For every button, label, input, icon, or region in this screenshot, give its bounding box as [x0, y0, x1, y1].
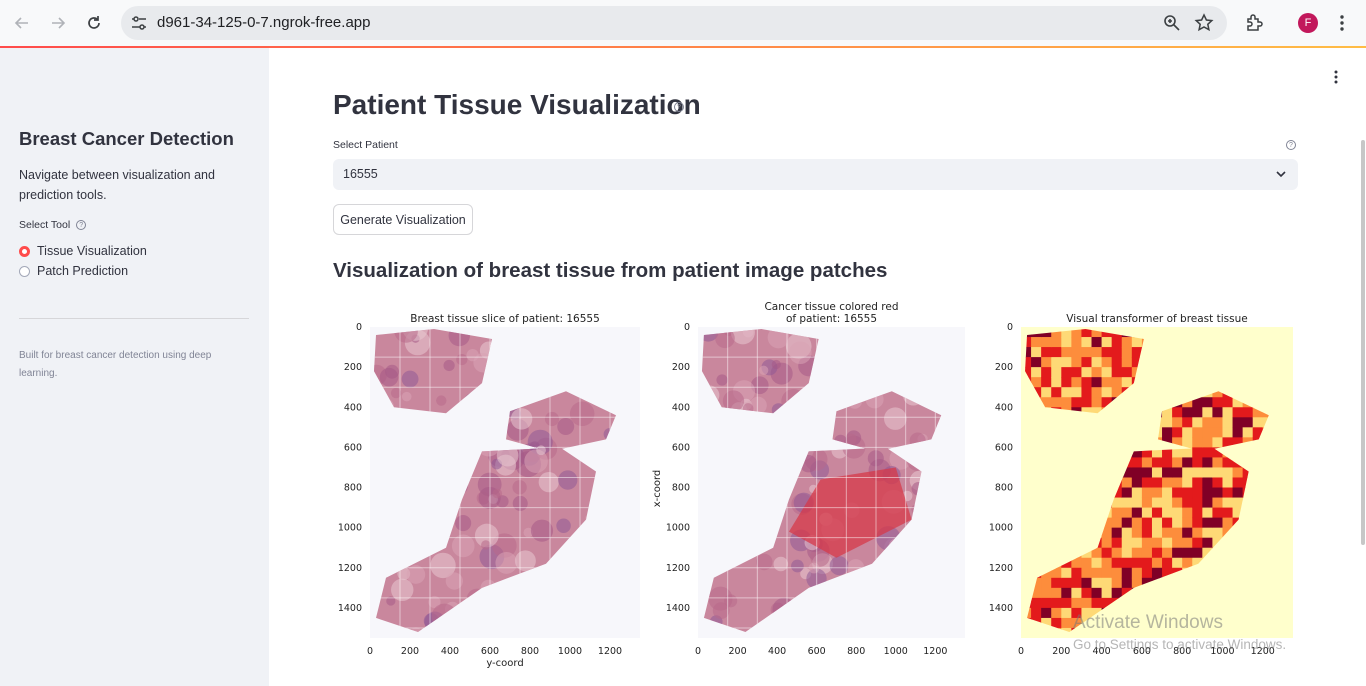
y-tick-label: 400 [995, 402, 1013, 413]
y-tick-label: 0 [1007, 322, 1013, 333]
sidebar-divider [19, 318, 249, 319]
back-icon[interactable] [10, 11, 34, 35]
x-tick-label: 200 [1052, 646, 1070, 657]
header-decoration [0, 46, 1366, 48]
x-tick-label: 600 [808, 646, 826, 657]
x-tick-label: 200 [728, 646, 746, 657]
x-tick-label: 0 [695, 646, 701, 657]
y-tick-label: 400 [672, 402, 690, 413]
y-tick-label: 1400 [666, 603, 690, 614]
sidebar-footer: Built for breast cancer detection using … [19, 350, 212, 379]
chart-title: Visual transformer of breast tissue [1066, 313, 1247, 325]
chart-title: of patient: 16555 [786, 313, 877, 325]
y-tick-label: 200 [672, 362, 690, 373]
x-tick-label: 400 [1093, 646, 1111, 657]
chart-panel-3: Visual transformer of breast tissue 0 200 4… [989, 313, 1293, 657]
app-menu-icon[interactable] [1330, 68, 1342, 86]
y-tick-label: 400 [344, 402, 362, 413]
scrollbar[interactable] [1361, 140, 1365, 545]
zoom-icon[interactable] [1162, 13, 1182, 33]
x-tick-label: 0 [1018, 646, 1024, 657]
select-tool-label-text: Select Tool [19, 219, 71, 231]
x-tick-label: 200 [401, 646, 419, 657]
title-help-icon[interactable]: ? [674, 102, 684, 112]
y-tick-label: 1200 [338, 563, 362, 574]
browser-toolbar: d961-34-125-0-7.ngrok-free.app F [0, 0, 1366, 47]
page-title: Patient Tissue Visualization [333, 89, 701, 120]
chart-panel-1: Breast tissue slice of patient: 16555 0 20… [338, 313, 640, 669]
y-tick-label: 200 [995, 362, 1013, 373]
y-tick-label: 1400 [989, 603, 1013, 614]
site-info-icon[interactable] [129, 13, 149, 33]
x-tick-label: 1000 [1210, 646, 1234, 657]
y-tick-label: 0 [356, 322, 362, 333]
y-tick-label: 800 [672, 483, 690, 494]
help-icon[interactable]: ? [76, 220, 87, 230]
radio-selected-icon[interactable] [19, 245, 30, 257]
radio-patch-prediction[interactable]: Patch Prediction [19, 264, 128, 278]
bookmark-star-icon[interactable] [1194, 13, 1214, 33]
y-tick-label: 600 [995, 442, 1013, 453]
y-tick-label: 1400 [338, 603, 362, 614]
y-tick-label: 600 [672, 442, 690, 453]
y-tick-label: 800 [344, 483, 362, 494]
watermark-subtitle: Go to Settings to activate Windows. [1073, 637, 1287, 652]
x-tick-label: 1000 [884, 646, 908, 657]
chrome-menu-icon[interactable] [1338, 14, 1346, 32]
address-bar[interactable]: d961-34-125-0-7.ngrok-free.app [121, 6, 1227, 40]
reload-icon[interactable] [82, 11, 106, 35]
sidebar-title: Breast Cancer Detection [19, 128, 234, 149]
sidebar-description: Navigate between visualization and predi… [19, 168, 215, 202]
x-tick-label: 0 [367, 646, 373, 657]
y-tick-label: 1200 [666, 563, 690, 574]
y-tick-label: 1000 [338, 523, 362, 534]
chart-title: Breast tissue slice of patient: 16555 [410, 313, 600, 325]
watermark-title: Activate Windows [1073, 612, 1223, 633]
extensions-icon[interactable] [1244, 13, 1264, 33]
patient-select-value: 16555 [343, 167, 378, 181]
select-help-icon[interactable]: ? [1286, 140, 1296, 150]
url-text[interactable]: d961-34-125-0-7.ngrok-free.app [157, 14, 371, 31]
x-tick-label: 400 [768, 646, 786, 657]
y-tick-label: 1200 [989, 563, 1013, 574]
y-tick-label: 1000 [666, 523, 690, 534]
x-tick-label: 800 [1173, 646, 1191, 657]
chart-title: Cancer tissue colored red [764, 301, 898, 313]
x-tick-label: 1200 [598, 646, 622, 657]
patient-select[interactable]: 16555 [333, 159, 1298, 190]
sidebar: Breast Cancer Detection Navigate between… [0, 48, 269, 686]
y-tick-label: 1000 [989, 523, 1013, 534]
x-tick-label: 600 [1133, 646, 1151, 657]
radio-label: Tissue Visualization [37, 244, 147, 258]
x-tick-label: 600 [481, 646, 499, 657]
x-tick-label: 1200 [1251, 646, 1275, 657]
y-tick-label: 0 [684, 322, 690, 333]
y-tick-label: 200 [344, 362, 362, 373]
select-patient-label: Select Patient [333, 139, 398, 151]
avatar[interactable]: F [1298, 13, 1318, 33]
y-tick-label: 600 [344, 442, 362, 453]
x-tick-label: 800 [521, 646, 539, 657]
radio-unselected-icon[interactable] [19, 265, 30, 277]
radio-tissue-visualization[interactable]: Tissue Visualization [19, 244, 147, 258]
x-axis-label: y-coord [486, 658, 523, 669]
forward-icon[interactable] [46, 11, 70, 35]
y-axis-label: x-coord [652, 470, 663, 508]
radio-label: Patch Prediction [37, 264, 129, 278]
x-tick-label: 400 [441, 646, 459, 657]
x-tick-label: 800 [847, 646, 865, 657]
tissue-figure: Breast tissue slice of patient: 16555 0 20… [338, 301, 1293, 669]
y-tick-label: 800 [995, 483, 1013, 494]
x-tick-label: 1200 [923, 646, 947, 657]
generate-visualization-button[interactable]: Generate Visualization [333, 204, 473, 235]
select-tool-label: Select Tool ? [19, 219, 87, 231]
x-tick-label: 1000 [558, 646, 582, 657]
chevron-down-icon[interactable] [1274, 167, 1288, 181]
section-subheading: Visualization of breast tissue from pati… [333, 259, 888, 282]
